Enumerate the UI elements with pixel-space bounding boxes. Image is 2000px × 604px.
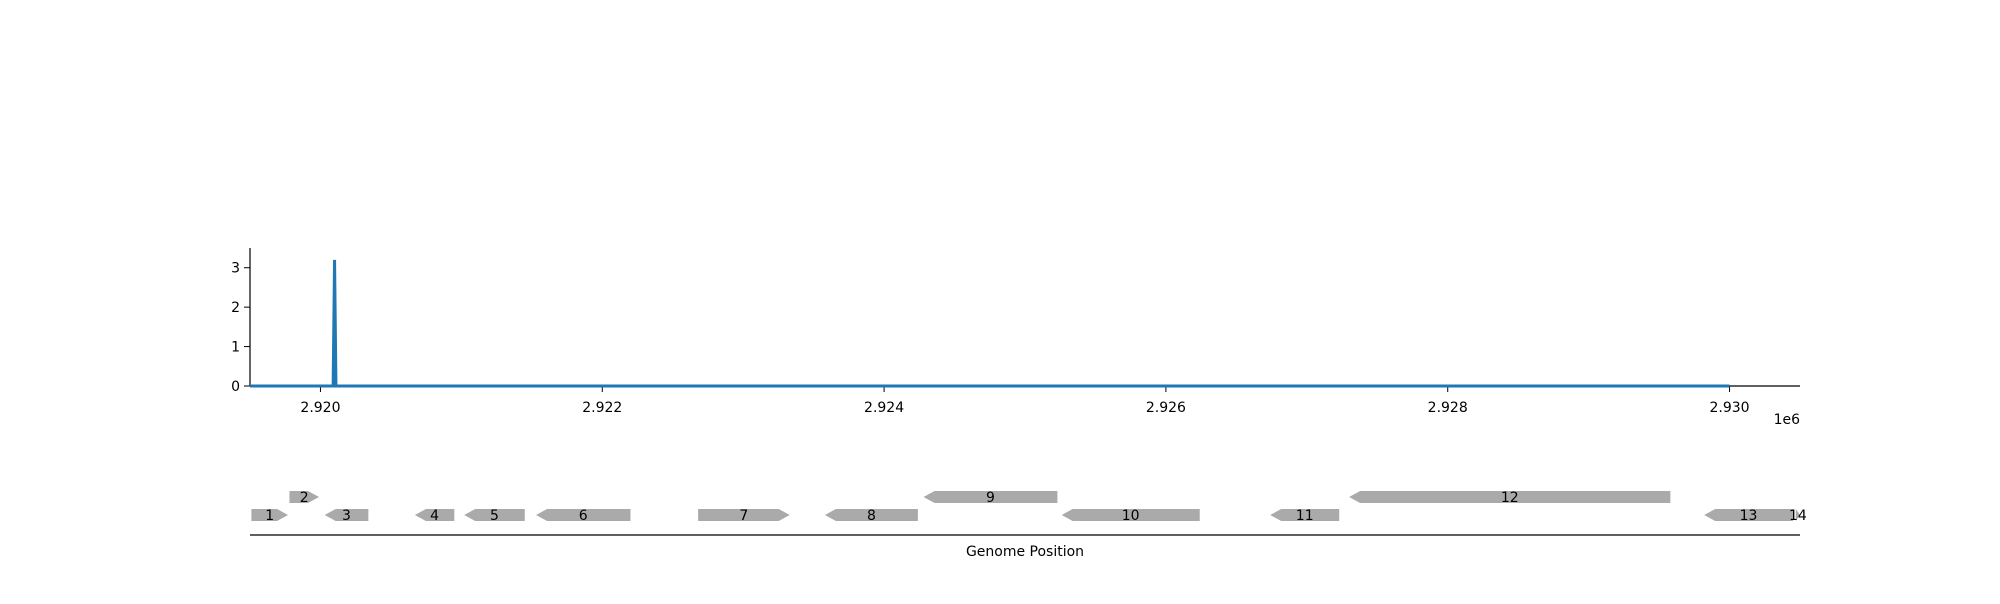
- x-tick-label: 2.926: [1146, 400, 1186, 416]
- gene-feature: 4: [414, 508, 455, 524]
- gene-arrow: [1704, 509, 1793, 521]
- gene-label: 9: [986, 490, 995, 506]
- x-offset-label: 1e6: [1774, 412, 1801, 428]
- gene-label: 12: [1501, 490, 1519, 506]
- gene-feature: 5: [464, 508, 525, 524]
- gene-label: 7: [739, 508, 748, 524]
- gene-feature: 11: [1270, 508, 1340, 524]
- gene-feature: 10: [1061, 508, 1200, 524]
- x-tick-label: 2.928: [1428, 400, 1468, 416]
- gene-arrow: [414, 509, 455, 521]
- gene-arrow: [324, 509, 369, 521]
- gene-label: 13: [1740, 508, 1758, 524]
- gene-label: 2: [300, 490, 309, 506]
- x-ticks: 2.920 2.922 2.924 2.926 2.928 2.930: [300, 386, 1750, 416]
- gene-label: 3: [342, 508, 351, 524]
- x-tick-label: 2.922: [582, 400, 622, 416]
- gene-arrow: [1270, 509, 1340, 521]
- gene-label: 5: [490, 508, 499, 524]
- gene-arrow: [824, 509, 918, 521]
- gene-feature: 8: [824, 508, 918, 524]
- gene-label: 10: [1122, 508, 1140, 524]
- gene-feature: 3: [324, 508, 369, 524]
- gene-feature: 14: [1789, 508, 1807, 524]
- gene-label: 6: [579, 508, 588, 524]
- x-tick-label: 2.920: [300, 400, 340, 416]
- y-tick-label: 0: [231, 379, 240, 395]
- x-tick-label: 2.924: [864, 400, 904, 416]
- y-ticks: 0 1 2 3: [231, 261, 250, 395]
- gene-arrow: [1349, 491, 1671, 503]
- gene-label: 8: [867, 508, 876, 524]
- gene-arrow: [536, 509, 631, 521]
- gene-arrow: [251, 509, 289, 521]
- gene-arrow: [1061, 509, 1200, 521]
- gene-feature: 12: [1349, 490, 1671, 506]
- gene-arrow: [289, 491, 320, 503]
- gene-feature: 1: [251, 508, 289, 524]
- gene-arrow: [1795, 509, 1800, 521]
- y-tick-label: 2: [231, 300, 240, 316]
- y-tick-label: 1: [231, 340, 240, 356]
- gene-feature: 9: [923, 490, 1058, 506]
- coverage-plot: 0 1 2 3 2.920 2.922 2.924 2.926 2.928 2.930 1e6: [231, 248, 1800, 428]
- gene-label: 14: [1789, 508, 1807, 524]
- gene-axis-label: Genome Position: [966, 544, 1084, 560]
- gene-label: 4: [430, 508, 439, 524]
- gene-feature: 13: [1704, 508, 1793, 524]
- y-tick-label: 3: [231, 261, 240, 277]
- gene-feature: 7: [698, 508, 790, 524]
- coverage-line: [250, 259, 1730, 388]
- gene-label: 1: [265, 508, 274, 524]
- x-tick-label: 2.930: [1709, 400, 1749, 416]
- gene-feature: 2: [289, 490, 320, 506]
- gene-arrow: [698, 509, 790, 521]
- gene-label: 11: [1296, 508, 1314, 524]
- gene-arrow: [464, 509, 525, 521]
- gene-arrow: [923, 491, 1058, 503]
- gene-feature: 6: [536, 508, 631, 524]
